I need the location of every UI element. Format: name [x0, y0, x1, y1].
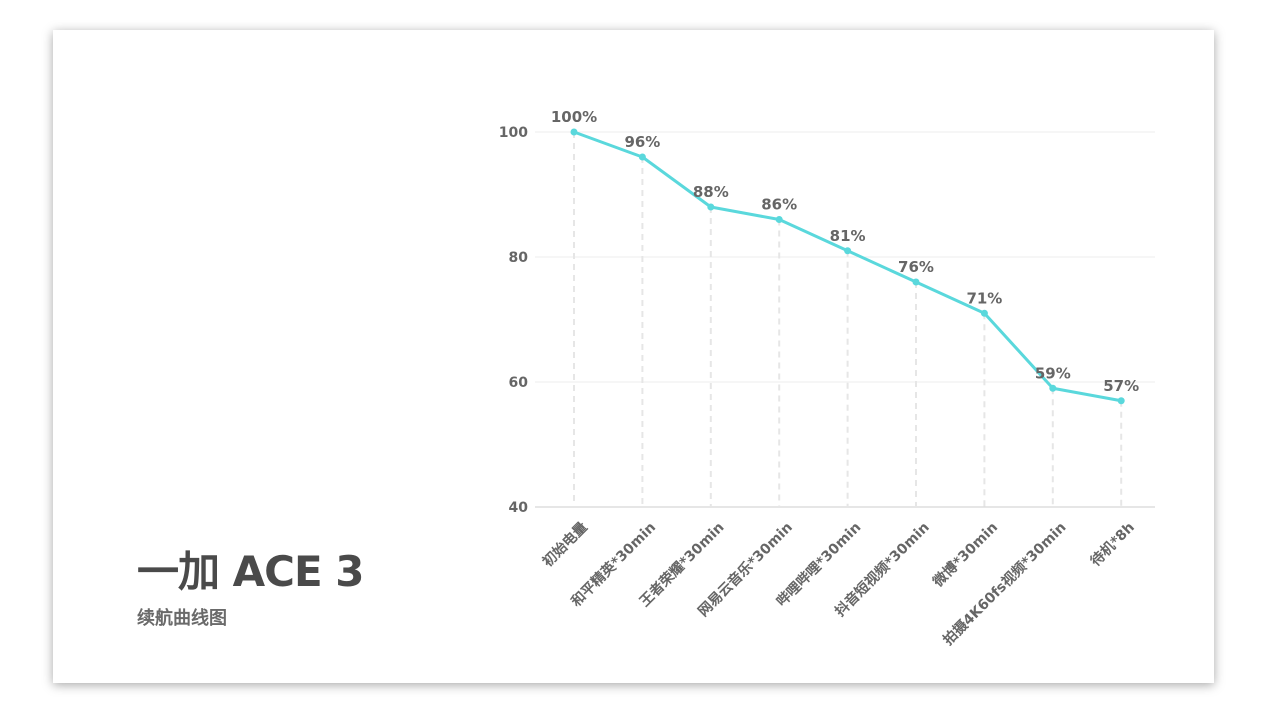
data-label: 100% — [551, 108, 597, 126]
data-label: 71% — [966, 289, 1002, 307]
data-label: 57% — [1103, 377, 1139, 395]
data-label: 59% — [1035, 364, 1071, 382]
data-point — [1049, 384, 1057, 392]
data-label: 81% — [830, 227, 866, 245]
x-tick-label: 拍摄4K60fs视频*30min — [940, 519, 1070, 649]
data-point — [707, 203, 715, 211]
y-tick-label: 100 — [499, 125, 528, 141]
data-point — [1117, 397, 1125, 405]
y-tick-label: 80 — [509, 250, 529, 266]
data-point — [638, 153, 646, 161]
x-tick-label: 微博*30min — [929, 519, 1001, 591]
data-label: 86% — [761, 196, 797, 214]
data-label: 76% — [898, 258, 934, 276]
y-tick-label: 40 — [509, 500, 529, 516]
x-tick-label: 待机*8h — [1087, 519, 1138, 570]
data-point — [912, 278, 920, 286]
page-subtitle: 续航曲线图 — [137, 608, 227, 629]
data-label: 88% — [693, 183, 729, 201]
page-title: 一加 ACE 3 — [137, 547, 364, 596]
data-label: 96% — [624, 133, 660, 151]
x-tick-label: 初始电量 — [539, 519, 591, 571]
data-point — [775, 216, 783, 223]
chart-card — [53, 30, 1214, 683]
data-point — [570, 128, 578, 136]
y-tick-label: 60 — [509, 375, 529, 391]
data-point — [844, 247, 852, 255]
data-point — [980, 309, 988, 317]
